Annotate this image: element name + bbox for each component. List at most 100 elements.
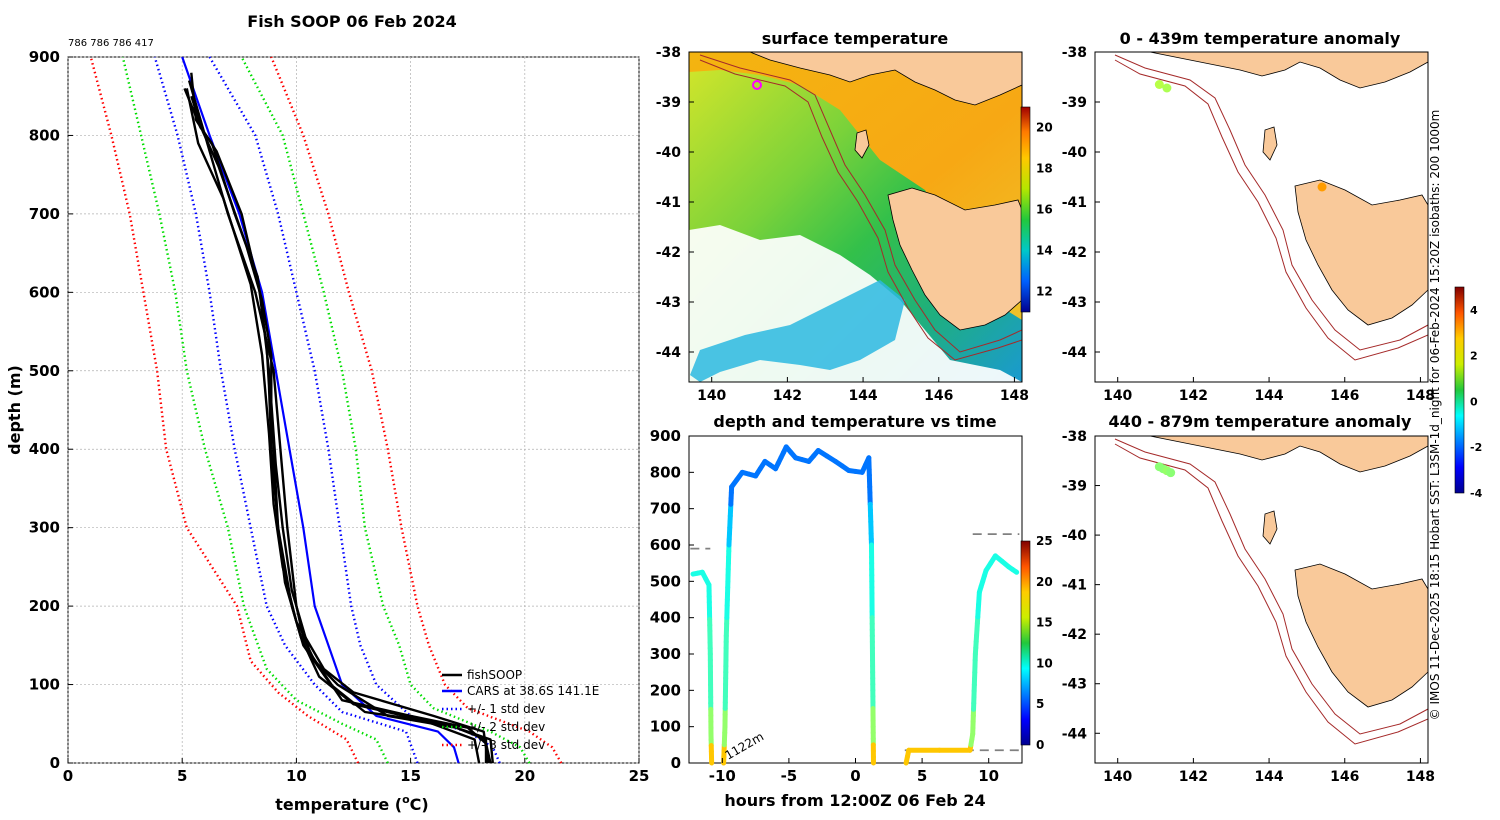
- sst-isobath-200: [699, 54, 1022, 353]
- profile-line-fish2: [190, 72, 494, 764]
- profile-y-label: depth (m): [5, 365, 24, 455]
- anomaly-point: [1317, 182, 1327, 192]
- sst-colorbar-tick-label: 16: [1036, 203, 1053, 217]
- anom1-title: 0 - 439m temperature anomaly: [1120, 29, 1401, 48]
- legend-label-cars: CARS at 38.6S 141.1E: [467, 684, 599, 698]
- x-tick-label: 140: [1103, 769, 1132, 785]
- anom1-land-tasmania: [1294, 179, 1428, 326]
- x-tick-label: 146: [1330, 769, 1359, 785]
- anom2-y-ticks: -38 -39 -40 -41 -42 -43 -44: [1062, 429, 1100, 742]
- legend-label-sd1: +/- 1 std dev: [467, 702, 545, 716]
- x-tick-label: 140: [1103, 388, 1132, 404]
- sst-warm-region: [689, 52, 1022, 320]
- anom2-x-ticks: 140 142 144 146 148: [1103, 758, 1435, 785]
- sst-y-ticks: -38 -39 -40 -41 -42 -43 -44: [656, 45, 694, 361]
- x-tick-label: 0: [63, 767, 73, 785]
- anomaly-colorbar-tick-label: 0: [1470, 395, 1478, 408]
- y-tick-label: 300: [29, 519, 60, 537]
- y-tick-label: 100: [29, 676, 60, 694]
- profile-line-fish4: [185, 88, 490, 764]
- x-tick-label: 146: [1330, 388, 1359, 404]
- ts-track-segment: [1010, 567, 1020, 575]
- anom2-land-king-island: [1262, 510, 1278, 545]
- y-tick-label: -41: [1062, 195, 1087, 211]
- x-tick-label: 148: [1406, 388, 1435, 404]
- ts-x-label: hours from 12:00Z 06 Feb 24: [724, 791, 985, 810]
- x-tick-label: 146: [924, 388, 953, 404]
- profile-line-sd2_lo: [121, 56, 389, 764]
- sst-map: surface temperature 140 142 144 146 148 -38-…: [656, 29, 1053, 404]
- y-tick-label: 700: [29, 205, 60, 223]
- sst-title: surface temperature: [762, 29, 949, 48]
- y-tick-label: -39: [656, 95, 681, 111]
- y-tick-label: 400: [29, 440, 60, 458]
- y-tick-label: -40: [656, 145, 682, 161]
- y-tick-label: -40: [1062, 528, 1088, 544]
- sst-vessel-marker: [752, 80, 762, 90]
- x-tick-label: 10: [978, 767, 999, 785]
- x-tick-label: 144: [1254, 388, 1283, 404]
- ts-title: depth and temperature vs time: [713, 412, 996, 431]
- y-tick-label: 300: [650, 645, 681, 663]
- sst-land-victoria: [749, 52, 1022, 106]
- anomaly-colorbar-tick-label: 4: [1470, 304, 1478, 317]
- y-tick-label: -38: [656, 45, 681, 61]
- x-tick-label: 25: [629, 767, 650, 785]
- x-tick-label: 144: [848, 388, 877, 404]
- profile-ids: 786 786 786 417: [68, 38, 154, 49]
- profile-line-CARS: [181, 56, 460, 764]
- anom1-land-victoria: [1149, 52, 1428, 89]
- anom1-x-ticks: 140 142 144 146 148: [1103, 377, 1435, 404]
- anom1-isobath-200: [1114, 54, 1428, 351]
- legend-label-sd3: +/- 3 std dev: [467, 738, 545, 752]
- anomaly-point: [1154, 80, 1164, 89]
- x-tick-label: 148: [1000, 388, 1029, 404]
- sst-colorbar-ticks: 12 14 16 18 20: [1036, 121, 1053, 299]
- sst-colorbar-tick-label: 12: [1036, 285, 1053, 299]
- anom2-title: 440 - 879m temperature anomaly: [1109, 412, 1412, 431]
- profile-line-fish1: [187, 80, 488, 763]
- y-tick-label: 200: [29, 597, 60, 615]
- anom1-y-ticks: -38 -39 -40 -41 -42 -43 -44: [1062, 45, 1100, 361]
- x-tick-label: 15: [400, 767, 421, 785]
- y-tick-label: -39: [1062, 95, 1087, 111]
- profile-x-ticks: 0 5 10 15 20 25: [63, 758, 650, 785]
- sst-x-ticks: 140 142 144 146 148: [697, 377, 1029, 404]
- provenance-note: © IMOS 11-Dec-2025 18:15 Hobart SST: L3S…: [1428, 110, 1442, 721]
- anomaly-colorbar-tick-label: 2: [1470, 350, 1478, 363]
- y-tick-label: 0: [671, 754, 681, 772]
- y-tick-label: 800: [650, 463, 681, 481]
- sst-colorbar-tick-label: 18: [1036, 162, 1053, 176]
- y-tick-label: 900: [29, 48, 60, 66]
- profile-line-fish3: [183, 87, 481, 764]
- y-tick-label: -43: [1062, 295, 1087, 311]
- ts-colorbar-tick-label: 0: [1036, 738, 1044, 752]
- anom2-axes-box: [1094, 435, 1429, 764]
- ts-colorbar-tick-label: 25: [1036, 534, 1053, 548]
- y-tick-label: 800: [29, 126, 60, 144]
- y-tick-label: 600: [29, 283, 60, 301]
- profile-line-sd2_hi: [240, 56, 531, 764]
- sst-land-king-island: [854, 129, 870, 159]
- x-tick-label: 10: [286, 767, 307, 785]
- anom1-land-king-island: [1262, 126, 1278, 161]
- anomaly-point: [1162, 83, 1172, 93]
- ts-bottom-depth-label: 1122m: [723, 729, 767, 762]
- y-tick-label: 600: [650, 536, 681, 554]
- x-tick-label: 5: [917, 767, 927, 785]
- sst-cool-patch: [690, 280, 905, 382]
- profile-chart: Fish SOOP 06 Feb 2024 786 786 786 417 0 5…: [5, 12, 649, 814]
- anom2-points: [1154, 462, 1176, 478]
- ts-colorbar-tick-label: 10: [1036, 656, 1053, 670]
- profile-line-sd1_lo: [153, 56, 419, 764]
- profile-x-label: temperature (oC): [275, 793, 428, 814]
- profile-grid: [67, 56, 640, 764]
- profile-line-fish5: [190, 95, 492, 764]
- anom1-axes-box: [1094, 51, 1429, 383]
- anom1-points: [1154, 80, 1327, 192]
- y-tick-label: 700: [650, 500, 681, 518]
- y-tick-label: 200: [650, 681, 681, 699]
- profile-line-sd1_hi: [208, 56, 501, 764]
- anom2-isobath-200: [1114, 438, 1428, 735]
